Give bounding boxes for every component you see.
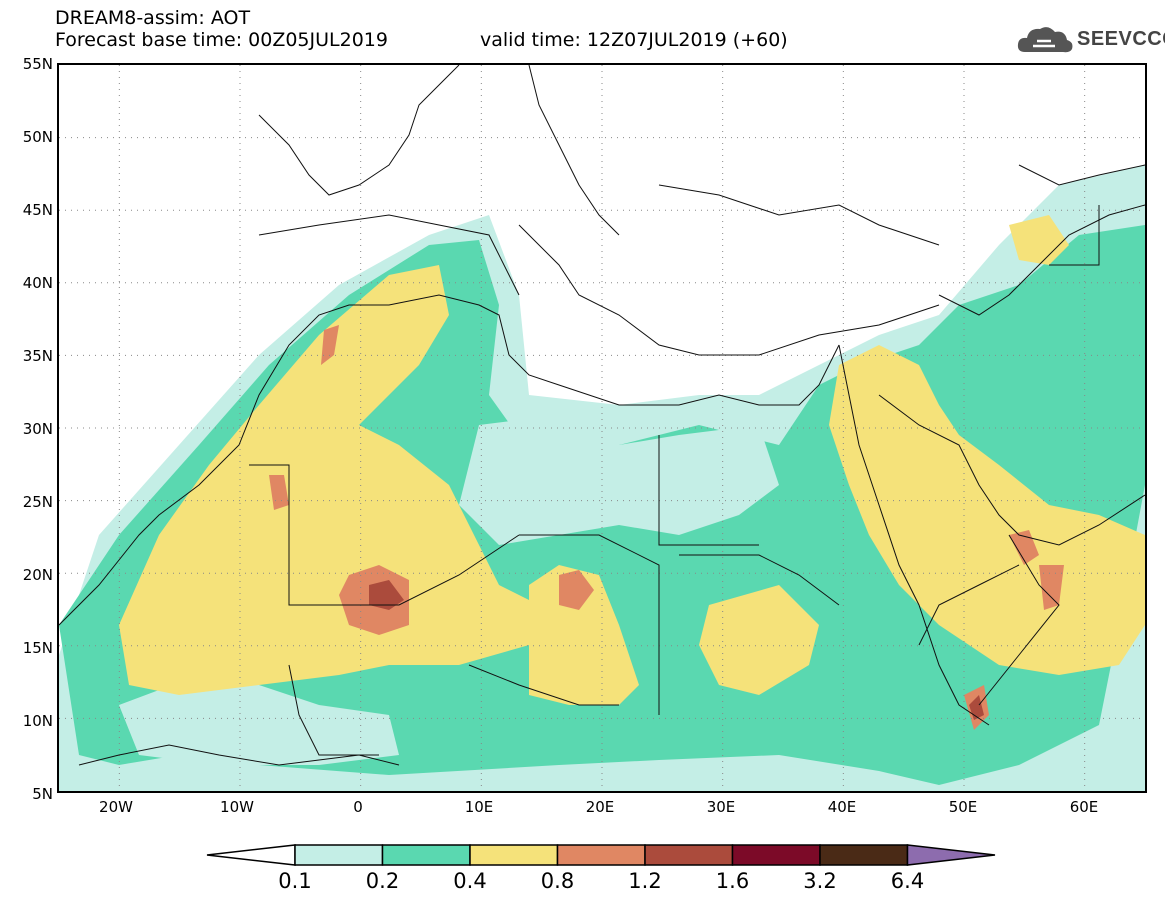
lat-tick-label: 30N — [22, 420, 53, 438]
valid-time: valid time: 12Z07JUL2019 (+60) — [480, 29, 788, 51]
colorbar-swatch — [294, 844, 384, 866]
forecast-base-time: Forecast base time: 00Z05JUL2019 — [55, 29, 388, 51]
lat-tick-label: 25N — [22, 493, 53, 511]
colorbar-swatch — [556, 844, 646, 866]
lon-tick-label: 0 — [353, 798, 363, 816]
colorbar-label: 3.2 — [803, 869, 837, 893]
lat-tick-label: 35N — [22, 347, 53, 365]
colorbar-label: 0.1 — [278, 869, 312, 893]
colorbar-label: 0.8 — [540, 869, 575, 893]
lat-tick-label: 15N — [22, 639, 53, 657]
lat-tick-label: 40N — [22, 274, 53, 292]
lon-tick-label: 20E — [585, 798, 615, 816]
lon-tick-label: 40E — [827, 798, 857, 816]
colorbar-swatch — [819, 844, 909, 866]
colorbar-label: 1.6 — [715, 869, 750, 893]
colorbar-label: 0.2 — [365, 869, 400, 893]
lon-tick-label: 20W — [99, 798, 133, 816]
lat-tick-label: 5N — [32, 785, 53, 803]
lon-tick-label: 60E — [1069, 798, 1099, 816]
colorbar-swatch — [644, 844, 734, 866]
colorbar-over-triangle — [906, 844, 996, 866]
lon-tick-label: 10E — [464, 798, 494, 816]
logo-text: SEEVCCC — [1077, 28, 1165, 50]
chart-title: DREAM8-assim: AOT — [55, 7, 251, 29]
lat-tick-label: 55N — [22, 55, 53, 73]
coastlines — [59, 65, 1145, 766]
lon-tick-label: 50E — [948, 798, 978, 816]
colorbar-label: 0.4 — [453, 869, 487, 893]
gridlines — [59, 65, 1145, 791]
colorbar-swatch — [381, 844, 471, 866]
colorbar-under-triangle — [206, 844, 296, 866]
lat-tick-label: 20N — [22, 566, 53, 584]
lon-tick-label: 30E — [706, 798, 736, 816]
seevccc-logo: SEEVCCC — [1015, 22, 1165, 62]
lon-tick-label: 10W — [220, 798, 254, 816]
colorbar — [206, 844, 996, 866]
lat-tick-label: 10N — [22, 712, 53, 730]
cloud-icon — [1017, 27, 1073, 53]
map-area — [57, 63, 1147, 793]
aot-shading — [59, 165, 1145, 791]
lat-tick-label: 50N — [22, 128, 53, 146]
colorbar-label: 6.4 — [890, 869, 925, 893]
colorbar-swatch — [469, 844, 559, 866]
colorbar-swatch — [731, 844, 821, 866]
aot-map — [59, 65, 1145, 791]
colorbar-label: 1.2 — [628, 869, 662, 893]
lat-tick-label: 45N — [22, 201, 53, 219]
